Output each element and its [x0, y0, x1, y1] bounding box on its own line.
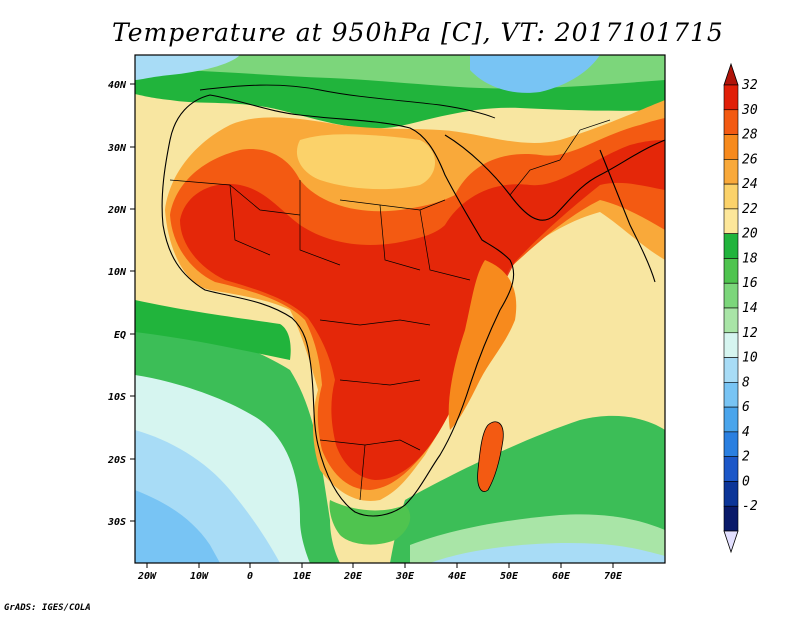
colorbar-cell: [723, 332, 739, 358]
plot-frame: [134, 54, 666, 564]
colorbar-cell: [723, 109, 739, 135]
longitude-axis: 20W 10W 0 10E 20E 30E 40E 50E 60E 70E: [137, 563, 623, 582]
east-africa-moderate: [448, 260, 517, 430]
lon-label-20e: 20E: [343, 571, 363, 582]
mediterranean-coast: [199, 84, 496, 119]
south-indian-blue: [430, 542, 665, 563]
colorbar-bottom-arrow: [723, 530, 739, 554]
colorbar-label: 30: [741, 103, 758, 118]
colorbar-cell: [723, 456, 739, 482]
colorbar-cell: [723, 431, 739, 457]
colorbar-cell: [723, 505, 739, 532]
grads-credit: GrADS: IGES/COLA: [4, 603, 91, 613]
colorbar-label: 6: [742, 400, 750, 415]
lat-label-40n: 40N: [108, 80, 127, 91]
colorbar-top-arrow: [723, 62, 739, 86]
colorbar-label: 10: [742, 351, 758, 366]
south-atlantic-blue-core: [135, 490, 220, 563]
colorbar-cell: [723, 258, 739, 284]
colorbar-cell: [723, 159, 739, 185]
sahara-moderate: [296, 134, 435, 190]
lat-label-30s: 30S: [107, 517, 126, 528]
india-coast: [599, 149, 656, 283]
lon-label-10e: 10E: [293, 571, 312, 582]
colorbar-cell: [723, 481, 739, 507]
lat-label-10n: 10N: [108, 267, 127, 278]
northeast-blue: [470, 55, 600, 93]
colorbar-label: 26: [742, 152, 758, 167]
colorbar-cell: [723, 84, 739, 111]
colorbar-label: 22: [742, 202, 758, 217]
lon-label-50e: 50E: [500, 571, 519, 582]
colorbar-cell: [723, 183, 739, 210]
latitude-axis: 40N 30N 20N 10N EQ 10S 20S 30S: [107, 80, 135, 528]
colorbar-label: 24: [742, 177, 758, 192]
colorbar-label: 18: [742, 251, 758, 266]
colorbar-cell: [723, 208, 739, 234]
lon-label-10w: 10W: [190, 571, 209, 582]
gulf-of-guinea-cool: [135, 300, 291, 360]
lon-label-70e: 70E: [604, 571, 623, 582]
africa-hottest: [180, 140, 665, 480]
colorbar-label: -2: [742, 499, 758, 514]
lat-label-30n: 30N: [107, 143, 127, 154]
colorbar-label: 14: [742, 301, 758, 316]
colorbar-label: 8: [742, 375, 750, 390]
colorbar-cell: [723, 134, 739, 160]
lat-label-eq: EQ: [114, 330, 126, 341]
colorbar-label: 32: [741, 78, 758, 93]
lon-label-20w: 20W: [137, 571, 157, 582]
colorbar-label: 12: [742, 326, 758, 341]
lon-label-60e: 60E: [552, 571, 571, 582]
colorbar-label: 0: [742, 474, 750, 489]
colorbar-cell: [723, 357, 739, 383]
lon-label-40e: 40E: [448, 571, 467, 582]
colorbar-label: 2: [742, 450, 750, 465]
map-title: Temperature at 950hPa [C], VT: 201710171…: [112, 18, 724, 47]
colorbar-cell: [723, 282, 739, 309]
colorbar-label: 4: [742, 425, 750, 440]
madagascar: [477, 421, 504, 492]
colorbar-cell: [723, 382, 739, 408]
temperature-field: [135, 55, 665, 563]
colorbar-label: 16: [742, 276, 758, 291]
south-africa-cool: [329, 500, 411, 545]
colorbar-label: 28: [742, 128, 758, 143]
colorbar-cell: [723, 233, 739, 259]
northwest-blue: [135, 55, 240, 80]
lat-label-20s: 20S: [107, 455, 126, 466]
arabian-coast: [444, 134, 665, 221]
lat-label-10s: 10S: [108, 392, 126, 403]
country-borders: [169, 119, 611, 501]
colorbar-cell: [723, 307, 739, 334]
lon-label-0: 0: [247, 571, 253, 582]
colorbar-label: 20: [742, 227, 758, 242]
coastline: [161, 94, 515, 517]
lon-label-30e: 30E: [395, 571, 415, 582]
lat-label-20n: 20N: [107, 205, 127, 216]
colorbar-cell: [723, 406, 739, 433]
